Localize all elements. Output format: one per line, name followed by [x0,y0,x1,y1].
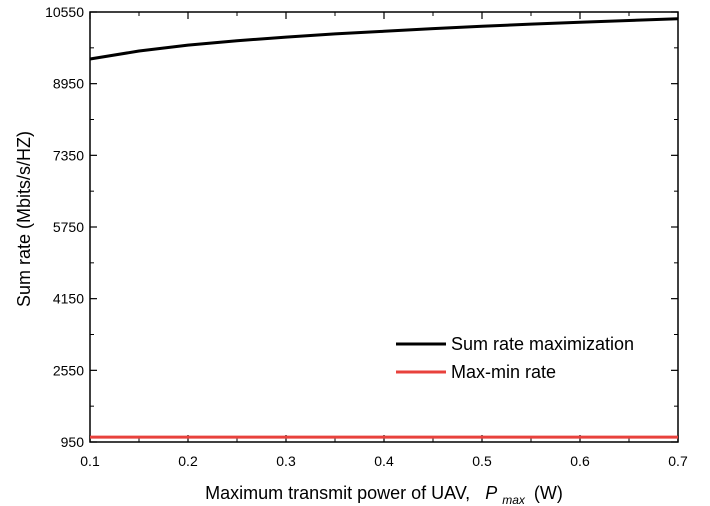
axis-ticks [89,11,679,443]
series-line-1 [89,17,679,61]
y-tick-label: 2550 [53,362,84,378]
y-tick-label: 4150 [53,291,84,307]
x-tick-label: 0.2 [178,453,198,469]
y-tick-label: 8950 [53,76,84,92]
x-axis-title-unit: (W) [534,483,563,503]
y-tick-label: 10550 [45,4,84,20]
x-tick-label: 0.7 [668,453,688,469]
y-tick-label: 7350 [53,147,84,163]
y-tick-label: 950 [61,434,85,450]
legend: Sum rate maximization Max-min rate [396,334,634,382]
legend-label-1: Sum rate maximization [451,334,634,354]
plot-frame [89,11,679,443]
legend-label-2: Max-min rate [451,362,556,382]
x-tick-label: 0.4 [374,453,394,469]
x-axis-title-subscript: max [502,493,526,506]
y-tick-label: 5750 [53,219,84,235]
x-axis-title: Maximum transmit power of UAV, P max (W) [205,483,563,506]
x-axis-title-text: Maximum transmit power of UAV, [205,483,470,503]
x-axis-title-symbol: P [485,483,497,503]
x-tick-labels: 0.1 0.2 0.3 0.4 0.5 0.6 0.7 [80,453,688,469]
y-axis-title: Sum rate (Mbits/s/HZ) [14,131,34,307]
y-tick-labels: 950 2550 4150 5750 7350 8950 10550 [45,4,84,450]
x-tick-label: 0.1 [80,453,100,469]
x-tick-label: 0.3 [276,453,296,469]
series-lines [89,17,679,439]
x-tick-label: 0.6 [570,453,590,469]
x-tick-label: 0.5 [472,453,492,469]
